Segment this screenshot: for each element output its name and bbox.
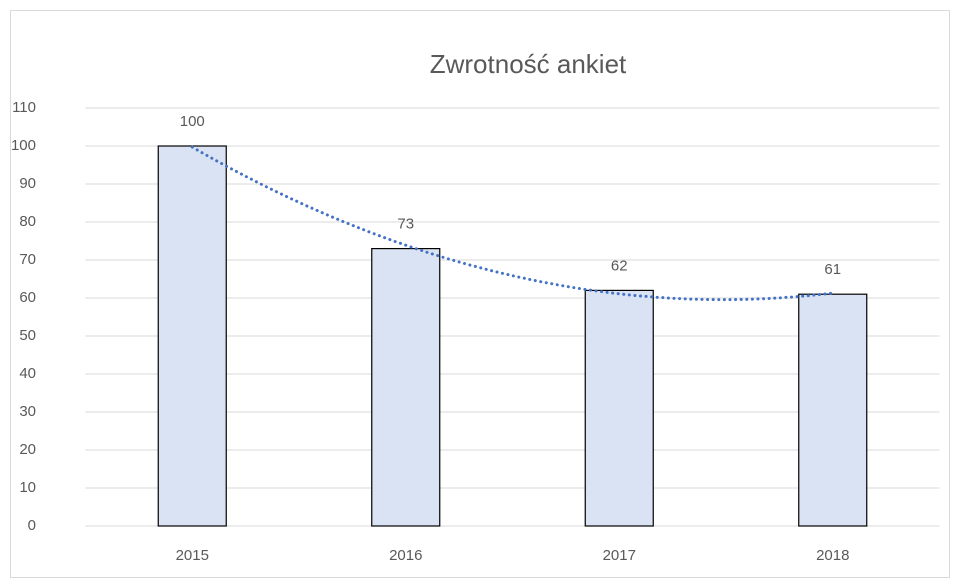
y-tick-label: 40 (19, 365, 36, 382)
y-tick-label: 10 (19, 479, 36, 496)
bar (157, 145, 227, 527)
x-tick-label: 2017 (603, 547, 636, 564)
x-tick-label: 2015 (176, 547, 209, 564)
chart-title: Zwrotność ankiet (430, 49, 627, 79)
y-tick-label: 70 (19, 251, 36, 268)
y-tick-label: 90 (19, 175, 36, 192)
y-tick-label: 100 (11, 137, 36, 154)
bar (371, 248, 441, 527)
x-tick-label: 2018 (816, 547, 849, 564)
y-tick-label: 30 (19, 403, 36, 420)
y-tick-label: 80 (19, 213, 36, 230)
y-tick-label: 60 (19, 289, 36, 306)
bar (798, 293, 868, 527)
data-label: 100 (180, 113, 205, 130)
y-tick-label: 110 (12, 99, 36, 116)
data-label: 73 (397, 216, 414, 233)
data-label: 61 (824, 261, 841, 278)
trendline (190, 145, 835, 302)
x-tick-label: 2016 (389, 547, 422, 564)
bar (584, 289, 654, 527)
y-tick-label: 0 (28, 517, 36, 534)
y-tick-label: 20 (19, 441, 36, 458)
y-tick-label: 50 (19, 327, 36, 344)
data-label: 62 (611, 257, 628, 274)
